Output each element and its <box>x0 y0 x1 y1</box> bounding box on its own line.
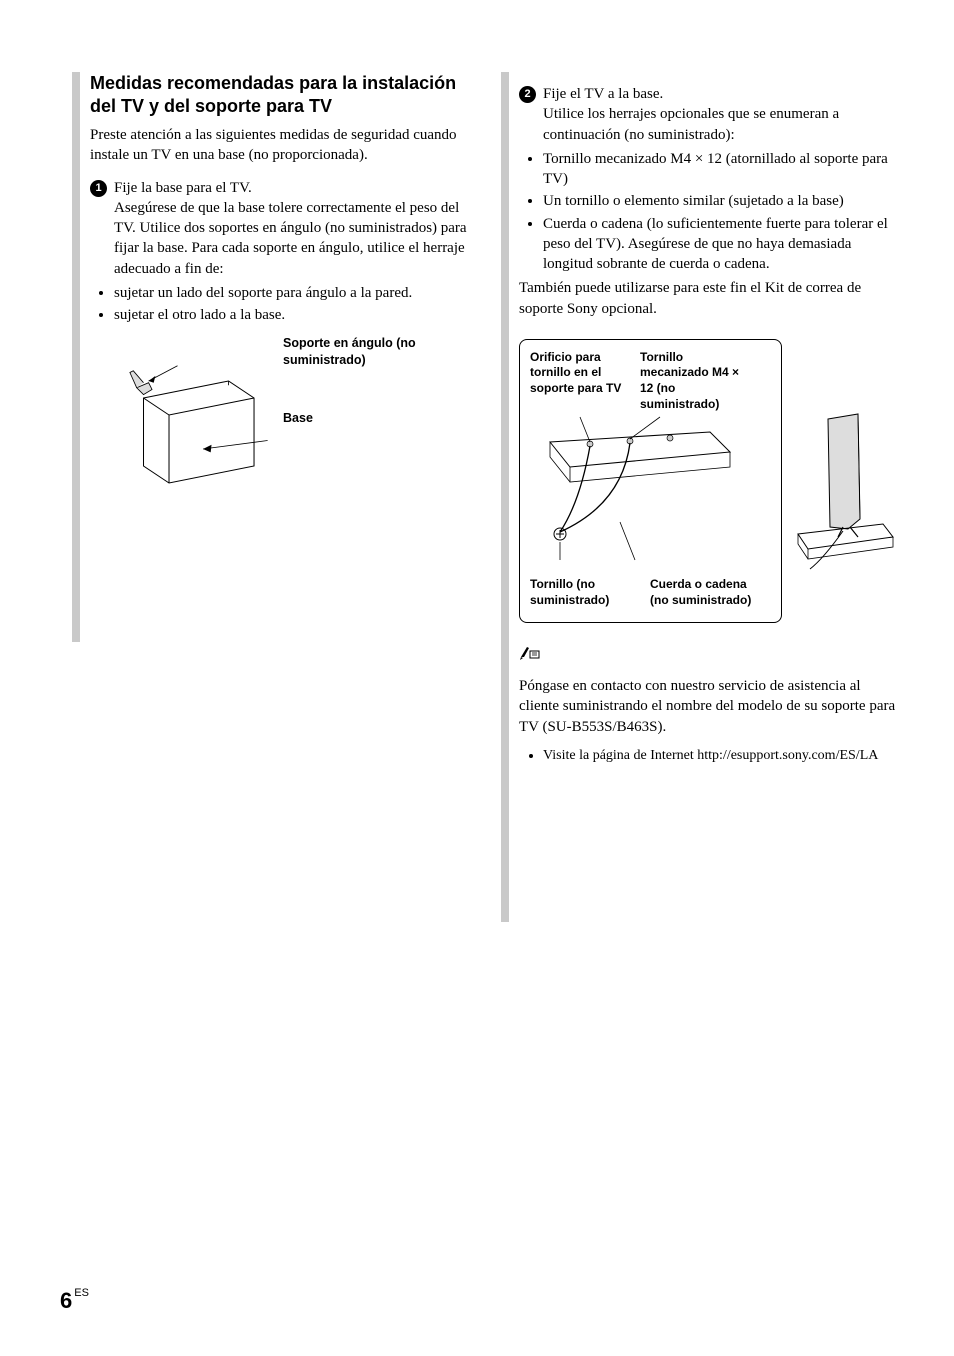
note-bullets: Visite la página de Internet http://esup… <box>519 747 898 766</box>
step-2-badge: 2 <box>519 84 543 145</box>
bullet-item: sujetar un lado del soporte para ángulo … <box>114 283 469 303</box>
callout-label-screw: Tornillo (no suministrado) <box>530 577 640 608</box>
right-column: 2 Fije el TV a la base. Utilice los herr… <box>501 72 898 770</box>
left-column: Medidas recomendadas para la instalación… <box>72 72 469 770</box>
callout-label-machine-screw: Tornillo mecanizado M4 × 12 (no suminist… <box>640 350 740 412</box>
callout-box: Orificio para tornillo en el soporte par… <box>519 339 782 623</box>
step-1-number-icon: 1 <box>90 180 107 197</box>
step-1-badge: 1 <box>90 178 114 279</box>
after-paragraph: También puede utilizarse para este fin e… <box>519 278 898 319</box>
step-1: 1 Fije la base para el TV. Asegúrese de … <box>90 178 469 279</box>
step-2-text: Utilice los herrajes opcionales que se e… <box>543 106 839 142</box>
step-1-text: Asegúrese de que la base tolere correcta… <box>114 200 467 277</box>
page-container: Medidas recomendadas para la instalación… <box>0 0 954 1356</box>
bullet-item: Visite la página de Internet http://esup… <box>543 747 898 766</box>
step-2-number-icon: 2 <box>519 86 536 103</box>
figure-caption-column: Soporte en ángulo (no suministrado) Base <box>283 335 469 468</box>
two-column-layout: Medidas recomendadas para la instalación… <box>72 72 898 770</box>
callout-top-labels: Orificio para tornillo en el soporte par… <box>530 350 771 412</box>
figure-caption-bracket: Soporte en ángulo (no suministrado) <box>283 335 469 368</box>
step-2: 2 Fije el TV a la base. Utilice los herr… <box>519 84 898 145</box>
figure-caption-base: Base <box>283 410 469 426</box>
note-icon <box>519 645 541 668</box>
callout-label-screw-hole: Orificio para tornillo en el soporte par… <box>530 350 630 412</box>
column-accent-bar <box>501 72 509 922</box>
step-1-title: Fije la base para el TV. <box>114 180 252 196</box>
callout-bottom-labels: Tornillo (no suministrado) Cuerda o cade… <box>530 577 771 608</box>
page-number-value: 6 <box>60 1288 72 1313</box>
step-2-bullets: Tornillo mecanizado M4 × 12 (atornillado… <box>519 149 898 275</box>
step-2-body: Fije el TV a la base. Utilice los herraj… <box>543 84 898 145</box>
step-1-body: Fije la base para el TV. Asegúrese de qu… <box>114 178 469 279</box>
tv-stand-illustration <box>530 412 740 562</box>
figure-base-bracket: Soporte en ángulo (no suministrado) Base <box>118 335 469 495</box>
intro-paragraph: Preste atención a las siguientes medidas… <box>90 125 469 166</box>
bullet-item: Tornillo mecanizado M4 × 12 (atornillado… <box>543 149 898 190</box>
step-2-title: Fije el TV a la base. <box>543 86 663 102</box>
callout-row: Orificio para tornillo en el soporte par… <box>519 329 898 637</box>
bullet-item: Un tornillo o elemento similar (sujetado… <box>543 191 898 211</box>
page-language: ES <box>74 1287 89 1299</box>
tv-side-illustration <box>788 409 898 589</box>
column-accent-bar <box>72 72 80 642</box>
bullet-item: Cuerda o cadena (lo suficientemente fuer… <box>543 214 898 275</box>
note-paragraph: Póngase en contacto con nuestro servicio… <box>519 676 898 737</box>
section-heading: Medidas recomendadas para la instalación… <box>90 72 469 117</box>
callout-label-cord: Cuerda o cadena (no suministrado) <box>650 577 760 608</box>
page-number: 6ES <box>60 1286 89 1316</box>
bullet-item: sujetar el otro lado a la base. <box>114 305 469 325</box>
base-illustration <box>118 335 271 495</box>
step-1-bullets: sujetar un lado del soporte para ángulo … <box>90 283 469 326</box>
